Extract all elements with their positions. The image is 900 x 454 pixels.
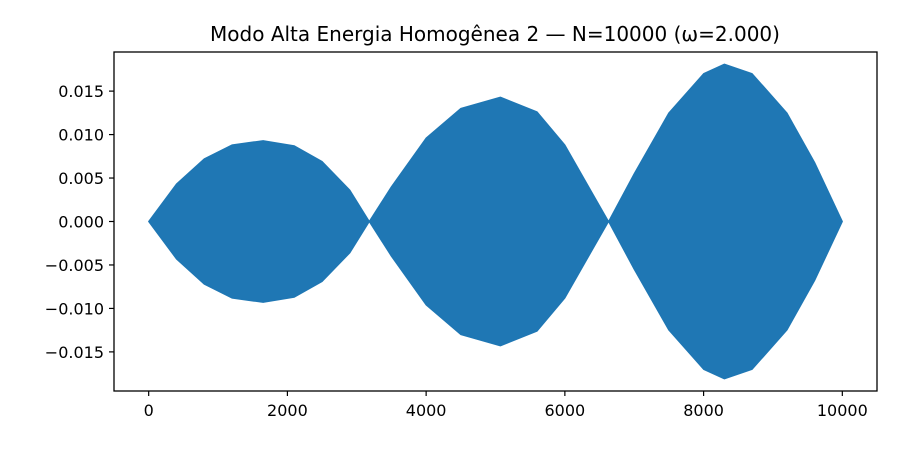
y-tick-label: 0.000 — [58, 213, 104, 232]
y-tick-label: 0.015 — [58, 82, 104, 101]
x-tick-label: 8000 — [683, 401, 724, 420]
y-tick-label: −0.010 — [45, 299, 104, 318]
x-tick-label: 0 — [144, 401, 154, 420]
y-tick-label: 0.005 — [58, 169, 104, 188]
plot-area — [148, 63, 843, 380]
x-tick-label: 10000 — [817, 401, 868, 420]
x-tick-label: 4000 — [406, 401, 447, 420]
axes: 0 2000 4000 6000 8000 10000 0.015 0.010 0.005 0.0… — [45, 51, 878, 420]
y-tick-label: 0.010 — [58, 126, 104, 145]
y-tick-label: −0.005 — [45, 256, 104, 275]
x-tick-label: 2000 — [267, 401, 308, 420]
chart-title: Modo Alta Energia Homogênea 2 — N=10000 … — [210, 22, 780, 46]
y-tick-label: −0.015 — [45, 343, 104, 362]
x-tick-label: 6000 — [545, 401, 586, 420]
series-0-area — [148, 63, 843, 380]
